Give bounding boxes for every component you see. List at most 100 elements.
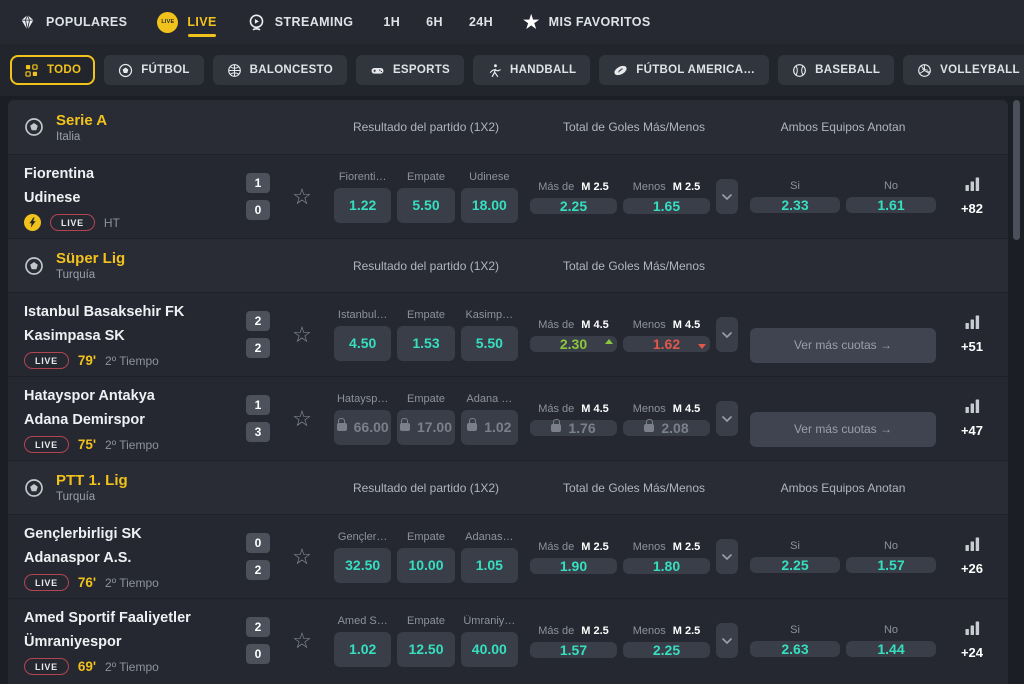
league-super-lig[interactable]: Süper Lig Turquía [24,250,322,281]
favorite-star-icon[interactable]: ☆ [292,627,312,653]
expand-markets-button[interactable] [716,401,738,436]
market-header-1x2: Resultado del partido (1X2) [352,480,500,495]
odds-button-home[interactable]: 4.50 [334,325,392,361]
odds-button-over[interactable]: 1.57 [530,642,617,658]
tab-handball[interactable]: HANDBALL [473,55,591,85]
market-totals: Más de M 2.5 1.57 Menos M 2.5 2.25 [530,623,738,658]
odds-button-home[interactable]: 1.02 [334,631,392,667]
match-row: Gençlerbirligi SK Adanaspor A.S. LIVE 76… [8,514,1008,598]
nav-populares[interactable]: POPULARES [18,13,127,32]
nav-6h[interactable]: 6H [426,15,443,29]
tab-baseball[interactable]: BASEBALL [778,55,895,85]
favorite-star-icon[interactable]: ☆ [292,543,312,569]
odds-button-over[interactable]: 1.90 [530,558,617,574]
odds-button-under[interactable]: 1.62 [623,336,710,352]
odds-button-away[interactable]: 40.00 [460,631,518,667]
odds-button-away[interactable]: 1.05 [460,547,518,583]
ver-mas-cuotas-button[interactable]: Ver más cuotas → [750,327,936,363]
odds-button-btts-no[interactable]: 1.57 [846,557,936,573]
tab-futbol[interactable]: FÚTBOL [104,55,204,85]
expand-markets-button[interactable] [716,317,738,352]
nav-live[interactable]: LIVE LIVE [157,11,216,37]
ver-mas-cuotas-button[interactable]: Ver más cuotas → [750,411,936,447]
lock-icon [644,419,655,432]
nav-24h[interactable]: 24H [468,15,494,29]
more-markets[interactable]: +24 [948,621,996,660]
league-ptt-1-lig[interactable]: PTT 1. Lig Turquía [24,472,322,503]
odds-button-draw[interactable]: 1.53 [397,325,455,361]
favorite-star-icon[interactable]: ☆ [292,183,312,209]
odds-label-draw: Empate [407,170,445,183]
more-markets-count: +82 [960,201,984,216]
tab-todo[interactable]: TODO [10,55,96,85]
volleyball-icon [917,63,932,78]
odds-button-away[interactable]: 18.00 [460,187,518,223]
odds-button-away[interactable]: 5.50 [460,325,518,361]
away-score: 2 [246,338,270,358]
tab-baloncesto[interactable]: BALONCESTO [212,55,347,85]
nav-streaming[interactable]: STREAMING [247,13,354,32]
match-minute: 75' [77,437,97,452]
match-teams[interactable]: Istanbul Basaksehir FK Kasimpasa SK LIVE… [24,300,226,369]
tab-futbol-americano[interactable]: FÚTBOL AMERICA… [599,55,770,85]
match-teams[interactable]: Hatayspor Antakya Adana Demirspor LIVE 7… [24,384,226,453]
odds-button-home[interactable]: 32.50 [334,547,392,583]
top-navigation: POPULARES LIVE LIVE STREAMING 1H 6H 24H … [0,0,1024,44]
match-teams[interactable]: Gençlerbirligi SK Adanaspor A.S. LIVE 76… [24,522,226,591]
scoreboard: 1 0 [238,173,270,220]
live-badge: LIVE [24,436,69,453]
nav-favoritos[interactable]: ★ MIS FAVORITOS [523,12,651,32]
tab-esports[interactable]: ESPORTS [355,55,465,85]
odds-button-under[interactable]: 1.65 [623,198,710,214]
match-period: 2º Tiempo [105,353,159,368]
live-badge: LIVE [24,352,69,369]
more-markets-count: +26 [960,561,984,576]
odds-label-home: Hataysp… [336,392,389,405]
match-row: Hatayspor Antakya Adana Demirspor LIVE 7… [8,376,1008,460]
odds-button-over[interactable]: 2.30 [530,336,617,352]
league-serie-a[interactable]: Serie A Italia [24,112,322,143]
odds-button-btts-yes[interactable]: 2.63 [750,641,840,657]
expand-markets-button[interactable] [716,539,738,574]
stats-chart-icon [965,621,979,635]
odds-button-under[interactable]: 1.80 [623,558,710,574]
favorite-star-icon[interactable]: ☆ [292,405,312,431]
league-country: Turquía [56,491,96,503]
scrollbar-thumb[interactable] [1013,100,1020,240]
chevron-down-icon [722,637,732,644]
odds-button-btts-yes[interactable]: 2.25 [750,557,840,573]
odds-button-over[interactable]: 2.25 [530,198,617,214]
expand-markets-button[interactable] [716,179,738,214]
chevron-down-icon [722,331,732,338]
odds-label-draw: Empate [407,308,445,321]
odds-button-draw[interactable]: 10.00 [397,547,455,583]
odds-button-btts-yes[interactable]: 2.33 [750,197,840,213]
match-status: LIVE 69' 2º Tiempo [24,658,226,675]
more-markets[interactable]: +26 [948,537,996,576]
lock-icon [399,418,410,431]
league-header: Süper Lig Turquía Resultado del partido … [8,238,1008,292]
odds-label-draw: Empate [407,392,445,405]
nav-1h[interactable]: 1H [383,15,401,29]
favorite-star-icon[interactable]: ☆ [292,321,312,347]
stats-chart-icon [965,177,979,191]
scoreboard: 2 0 [238,617,270,664]
odds-label-away: Ümraniy… [463,614,516,627]
odds-button-btts-no[interactable]: 1.44 [846,641,936,657]
home-score: 2 [246,311,270,331]
odds-button-draw[interactable]: 12.50 [397,631,455,667]
expand-markets-button[interactable] [716,623,738,658]
stats-chart-icon [965,537,979,551]
odds-button-under[interactable]: 2.25 [623,642,710,658]
more-markets[interactable]: +82 [948,177,996,216]
odds-button-home[interactable]: 1.22 [334,187,392,223]
more-markets[interactable]: +47 [948,399,996,438]
more-markets[interactable]: +51 [948,315,996,354]
odds-button-draw[interactable]: 5.50 [397,187,455,223]
away-team-name: Kasimpasa SK [24,327,125,344]
tab-volleyball[interactable]: VOLLEYBALL [903,55,1024,85]
odds-button-home: 66.00 [334,409,392,445]
match-teams[interactable]: Fiorentina Udinese LIVE HT [24,162,226,231]
odds-button-btts-no[interactable]: 1.61 [846,197,936,213]
match-teams[interactable]: Amed Sportif Faaliyetler Ümraniyespor LI… [24,606,226,675]
